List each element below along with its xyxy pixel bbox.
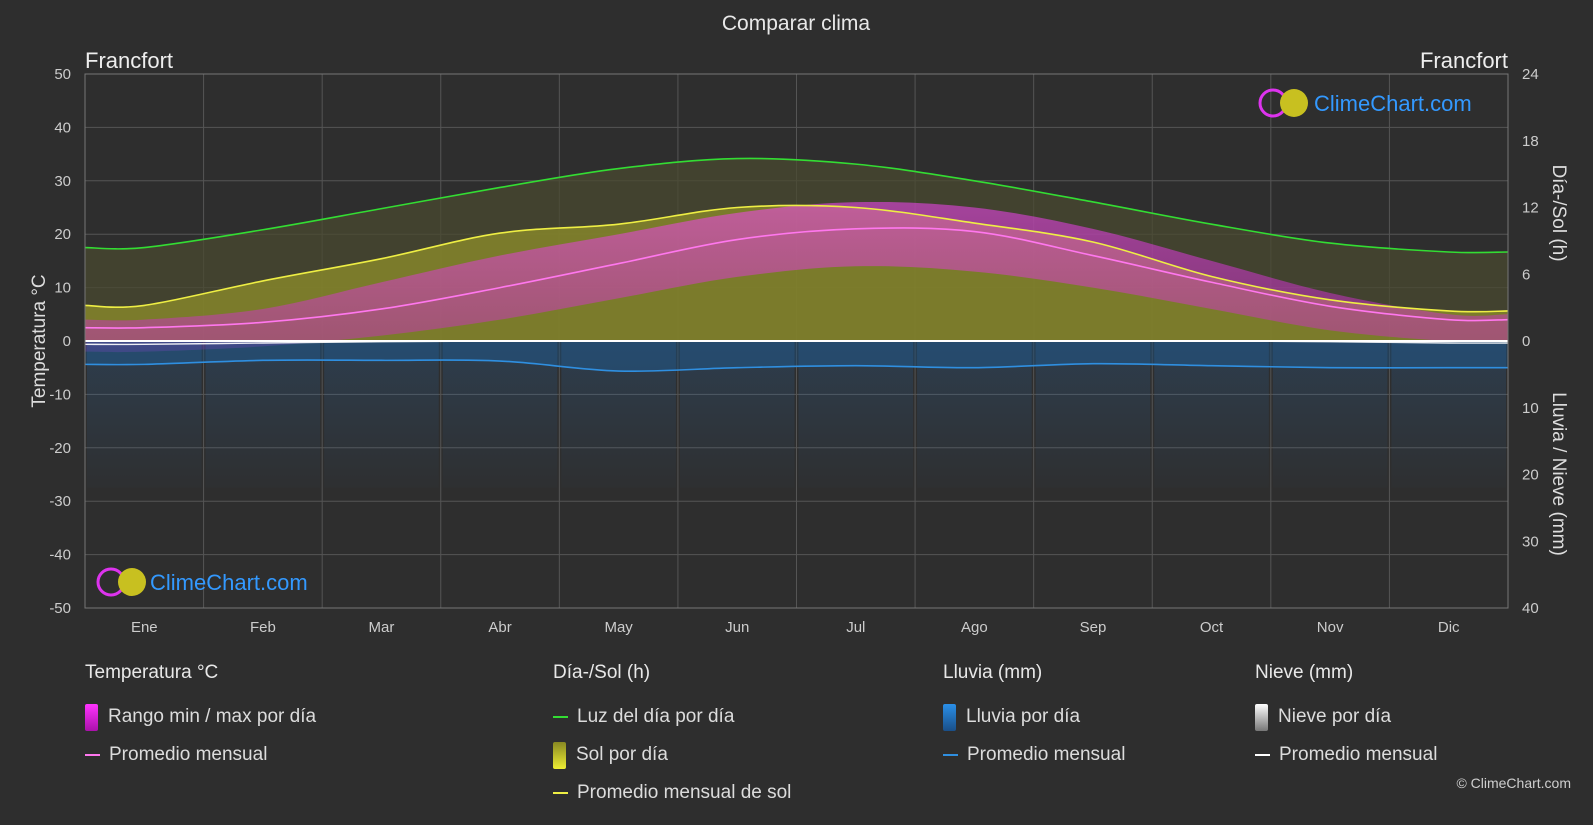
legend-rain: Lluvia (mm) Lluvia por día Promedio mens… [943,662,1125,774]
y-right-top-tick-label: 0 [1522,333,1530,350]
x-tick-label: Dic [1438,619,1460,636]
legend-item: Rango min / max por día [85,698,316,736]
axes: 50 40 30 20 10 0 -10 -20 -30 -40 -50 24 18 12 6 0 10 20 30… [49,66,1538,636]
daily-bars [85,158,1508,488]
swatch-rain-day [943,703,956,731]
y-left-label: Temperatura °C [29,274,50,407]
x-tick-label: Oct [1200,619,1224,636]
logo-sun-icon [1280,89,1308,117]
y-right-top-tick-label: 12 [1522,200,1539,217]
brand-text: ClimeChart.com [1314,91,1472,116]
climate-chart: Comparar clima Francfort Francfort 50 40 3… [29,12,1569,636]
snow-avg-line [85,340,1508,346]
copyright: © ClimeChart.com [1456,775,1571,791]
y-left-tick-label: 40 [54,119,71,136]
legend-title: Temperatura °C [85,662,219,683]
temp-avg-line [85,227,1508,329]
location-right: Francfort [1420,48,1508,73]
rain-day-bars [87,341,202,488]
x-tick-label: Nov [1317,619,1344,636]
x-tick-label: Ene [131,619,158,636]
x-tick-label: Mar [369,619,395,636]
x-tick-label: Ago [961,619,988,636]
y-right-bottom-tick-label: 40 [1522,600,1539,617]
x-tick-label: Jun [725,619,749,636]
y-left-tick-label: 0 [63,333,71,350]
x-tick-label: Feb [250,619,276,636]
logo-sun-icon [118,568,146,596]
y-right-bottom-label: Lluvia / Nieve (mm) [1548,392,1569,556]
swatch-sun-day [553,741,566,769]
rain-day-bars [1154,341,1269,488]
y-right-bottom-tick-label: 10 [1522,400,1539,417]
brand-logo-top[interactable]: ClimeChart.com [1258,88,1472,118]
location-left: Francfort [85,48,173,73]
rain-day-bars [1272,341,1388,488]
rain-day-bars [917,341,1032,488]
swatch-sun-avg [553,792,568,794]
legend-title: Nieve (mm) [1255,662,1354,683]
temperature-range-band [85,201,1508,353]
y-right-top-tick-label: 18 [1522,133,1539,150]
x-tick-label: Abr [488,619,511,636]
y-left-tick-label: 50 [54,66,71,83]
legend-daysun: Día-/Sol (h) Luz del día por día Sol por… [553,662,791,812]
legend-temperature: Temperatura °C Rango min / max por día P… [85,662,316,774]
rain-day-bars [205,341,321,488]
plot-frame [84,73,1509,609]
rain-day-bars [1391,341,1506,488]
y-right-top-label: Día-/Sol (h) [1548,164,1569,261]
legend-item: Promedio mensual [943,736,1125,774]
x-tick-label: Jul [846,619,865,636]
y-left-tick-label: -40 [49,547,71,564]
y-right-top-tick-label: 24 [1522,66,1539,83]
swatch-snow-day [1255,703,1268,731]
swatch-temp-avg [85,754,100,756]
legend-item: Lluvia por día [943,698,1125,736]
series-lines [85,157,1508,373]
legend-snow: Nieve (mm) Nieve por día Promedio mensua… [1255,662,1437,774]
sun-avg-line [85,204,1508,313]
legend-item: Promedio mensual [85,736,316,774]
swatch-snow-avg [1255,754,1270,756]
x-tick-label: Sep [1080,619,1107,636]
y-left-tick-label: 10 [54,280,71,297]
rain-day-bars [679,341,795,488]
rain-day-bars [798,341,914,488]
y-left-tick-label: -20 [49,440,71,457]
daylight-line [85,157,1508,254]
legend-title: Día-/Sol (h) [553,662,651,683]
swatch-rain-avg [943,754,958,756]
swatch-temp-range [85,703,98,731]
y-right-bottom-tick-label: 20 [1522,467,1539,484]
y-left-tick-label: 20 [54,226,71,243]
y-left-tick-label: -50 [49,600,71,617]
rain-day-bars [561,341,676,488]
legend-item: Promedio mensual de sol [553,774,791,812]
x-tick-label: May [604,619,633,636]
brand-logo-bottom[interactable]: ClimeChart.com [96,567,308,597]
rain-day-bars [324,341,439,488]
legend-item: Promedio mensual [1255,736,1437,774]
y-left-tick-label: -10 [49,386,71,403]
chart-title: Comparar clima [722,12,871,35]
rain-day-bars [442,341,558,488]
y-left-tick-label: -30 [49,493,71,510]
legend-item: Nieve por día [1255,698,1437,736]
y-left-tick-label: 30 [54,173,71,190]
y-right-top-tick-label: 6 [1522,266,1530,283]
swatch-daylight [553,716,568,718]
rain-avg-line [85,359,1508,373]
brand-text: ClimeChart.com [150,570,308,595]
legend-item: Luz del día por día [553,698,791,736]
legend-title: Lluvia (mm) [943,662,1043,683]
legend-item: Sol por día [553,736,791,774]
y-right-bottom-tick-label: 30 [1522,533,1539,550]
